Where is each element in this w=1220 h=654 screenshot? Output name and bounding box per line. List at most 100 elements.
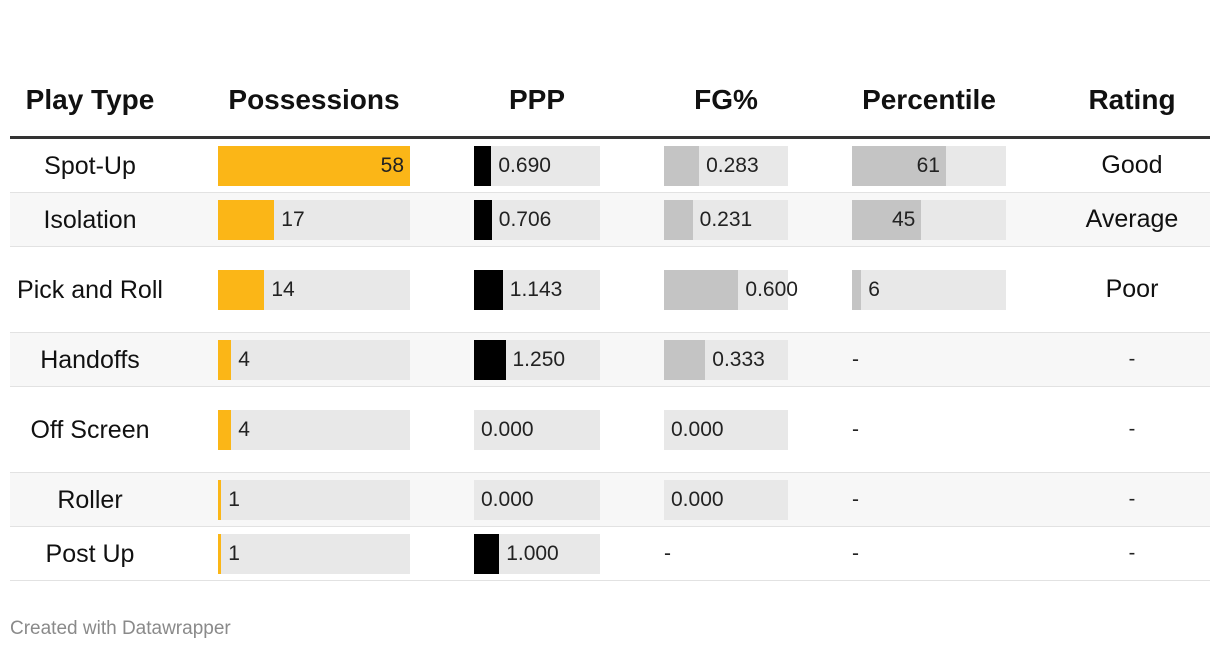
fg-value: 0.600 [745, 277, 798, 301]
percentile-value: 45 [891, 207, 916, 231]
header-play-type[interactable]: Play Type [25, 84, 155, 115]
fg-bar [664, 199, 693, 240]
fg-value: 0.000 [671, 417, 724, 441]
possessions-bar [218, 479, 222, 520]
percentile-bar [852, 199, 922, 240]
fg-track: 0.231 [664, 199, 788, 240]
rating-cell: Average [1085, 205, 1179, 233]
fg-track: 0.600 [664, 269, 798, 310]
ppp-track: 0.690 [474, 145, 600, 186]
table-row: Pick and Roll 14 1.143 0.600 6 Poor [10, 247, 1210, 333]
ppp-value: 0.000 [481, 417, 534, 441]
fg-track: 0.333 [664, 339, 788, 380]
ppp-value: 0.690 [498, 153, 551, 177]
percentile-value: 6 [868, 277, 880, 301]
play-type-cell: Handoffs [40, 345, 140, 374]
ppp-value: 1.143 [509, 277, 563, 301]
percentile-track: 61 [852, 145, 1006, 186]
play-type-cell: Isolation [43, 205, 137, 234]
possessions-value: 1 [228, 541, 240, 565]
header-possessions[interactable]: Possessions [228, 84, 400, 115]
possessions-value: 1 [228, 487, 240, 511]
play-type-cell: Off Screen [30, 415, 150, 444]
fg-track: 0.000 [664, 409, 788, 450]
ppp-track: 0.000 [474, 479, 600, 520]
rating-cell: - [1128, 488, 1136, 510]
fg-value: 0.333 [712, 347, 765, 371]
fg-value: 0.283 [706, 153, 759, 177]
footer-credit[interactable]: Created with Datawrapper [10, 618, 231, 639]
possessions-value: 14 [271, 277, 295, 301]
header-percentile[interactable]: Percentile [862, 84, 996, 115]
fg-value: 0.231 [699, 207, 753, 231]
fg-track: 0.000 [664, 479, 788, 520]
possessions-value: 4 [238, 417, 250, 441]
percentile-value: 61 [916, 153, 940, 177]
play-type-cell: Pick and Roll [17, 275, 163, 304]
possessions-track: 1 [218, 479, 410, 520]
possessions-track: 4 [218, 409, 410, 450]
possessions-bar [218, 269, 265, 310]
percentile-empty: - [852, 541, 859, 565]
rating-cell: - [1128, 418, 1136, 440]
percentile-bar [852, 269, 862, 310]
possessions-track: 4 [218, 339, 410, 380]
ppp-value: 1.000 [506, 541, 559, 565]
header-fg[interactable]: FG% [694, 84, 758, 115]
ppp-value: 0.000 [481, 487, 534, 511]
percentile-track: 45 [852, 199, 1006, 240]
play-type-cell: Roller [57, 485, 123, 514]
ppp-track: 1.250 [474, 339, 600, 380]
ppp-bar [474, 199, 492, 240]
possessions-value: 17 [281, 207, 305, 231]
fg-value: 0.000 [671, 487, 724, 511]
table-row: Isolation 17 0.706 0.231 45 Average [10, 193, 1210, 247]
possessions-track: 58 [218, 145, 410, 186]
ppp-bar [474, 269, 503, 310]
ppp-track: 0.000 [474, 409, 600, 450]
table-row: Roller 1 0.000 0.000 - - [10, 473, 1210, 527]
percentile-empty: - [852, 417, 859, 441]
possessions-track: 14 [218, 269, 410, 310]
ppp-bar [474, 145, 492, 186]
ppp-track: 1.143 [474, 269, 600, 310]
percentile-bar [852, 145, 946, 186]
rating-cell: - [1128, 348, 1136, 370]
percentile-track: 6 [852, 269, 1006, 310]
fg-empty: - [664, 541, 671, 565]
possessions-value: 4 [238, 347, 250, 371]
rating-cell: - [1128, 542, 1136, 564]
ppp-bar [474, 339, 506, 380]
table-header: Play Type Possessions PPP FG% Percentile… [10, 40, 1210, 139]
possessions-bar [218, 339, 232, 380]
table-row: Post Up 1 1.000 - - - [10, 527, 1210, 581]
possessions-value: 58 [380, 153, 404, 177]
ppp-track: 0.706 [474, 199, 600, 240]
play-type-table: Play Type Possessions PPP FG% Percentile… [10, 40, 1210, 581]
possessions-bar [218, 145, 410, 186]
ppp-bar [474, 533, 500, 574]
fg-bar [664, 339, 706, 380]
table-row: Handoffs 4 1.250 0.333 - - [10, 333, 1210, 387]
percentile-empty: - [852, 347, 859, 371]
play-type-cell: Post Up [45, 539, 135, 568]
possessions-bar [218, 533, 222, 574]
ppp-value: 0.706 [498, 207, 552, 231]
table-row: Spot-Up 58 0.690 0.283 61 Good [10, 139, 1210, 193]
percentile-empty: - [852, 487, 859, 511]
possessions-track: 17 [218, 199, 410, 240]
fg-bar [664, 269, 739, 310]
fg-bar [664, 145, 700, 186]
fg-track: 0.283 [664, 145, 788, 186]
possessions-bar [218, 409, 232, 450]
rating-cell: Good [1101, 151, 1163, 179]
possessions-track: 1 [218, 533, 410, 574]
possessions-bar [218, 199, 275, 240]
header-ppp[interactable]: PPP [508, 84, 566, 115]
table-row: Off Screen 4 0.000 0.000 - - [10, 387, 1210, 473]
rating-cell: Poor [1105, 275, 1159, 303]
table-body: Spot-Up 58 0.690 0.283 61 Good Isolation 17 0.70… [10, 139, 1210, 581]
ppp-track: 1.000 [474, 533, 600, 574]
header-rating[interactable]: Rating [1088, 84, 1176, 115]
ppp-value: 1.250 [512, 347, 566, 371]
